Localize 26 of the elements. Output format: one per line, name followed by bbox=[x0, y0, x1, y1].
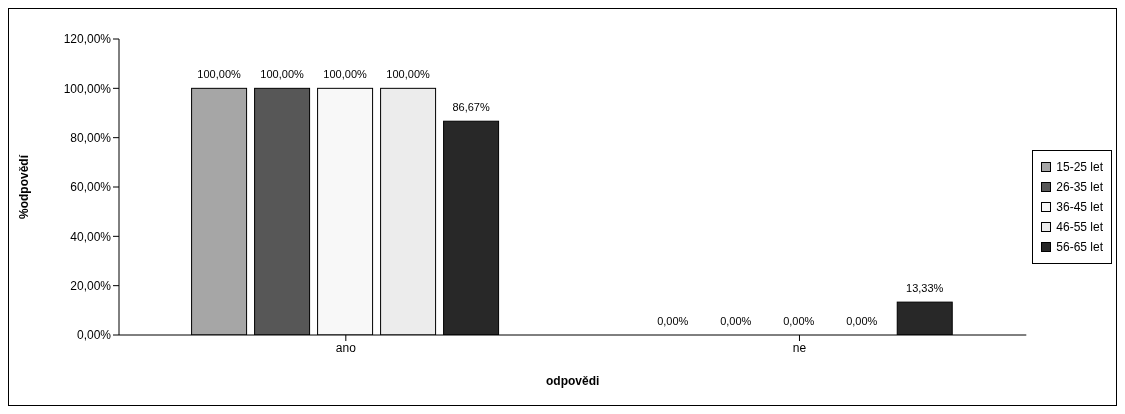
y-axis-title: %odpovědí bbox=[17, 154, 32, 220]
legend-label: 36-45 let bbox=[1056, 199, 1103, 216]
text: 100,00% bbox=[323, 68, 367, 81]
legend-label: 26-35 let bbox=[1056, 179, 1103, 196]
y-tick-label: 80,00% bbox=[70, 130, 112, 145]
text: 0,00% bbox=[657, 315, 689, 327]
text: 0,00% bbox=[783, 315, 815, 327]
x-axis-title: odpovědi bbox=[545, 374, 600, 388]
text: 86,67% bbox=[452, 101, 490, 114]
y-tick-label: 40,00% bbox=[70, 229, 112, 244]
y-tick-label: 60,00% bbox=[70, 180, 112, 195]
y-tick-label: 20,00% bbox=[70, 278, 112, 293]
legend-label: 46-55 let bbox=[1056, 219, 1103, 236]
text: 0,00% bbox=[720, 315, 752, 327]
x-tick-label: ano bbox=[335, 340, 357, 355]
y-tick-label: 0,00% bbox=[76, 328, 112, 343]
text: 13,33% bbox=[906, 282, 944, 295]
text: 100,00% bbox=[260, 68, 304, 81]
y-tick-label: 120,00% bbox=[63, 32, 112, 47]
text: 100,00% bbox=[197, 68, 241, 81]
text: 0,00% bbox=[846, 315, 878, 327]
text: 100,00% bbox=[386, 68, 430, 81]
x-tick-label: ne bbox=[792, 340, 807, 355]
legend-label: 56-65 let bbox=[1056, 239, 1103, 256]
legend-label: 15-25 let bbox=[1056, 159, 1103, 176]
y-tick-label: 100,00% bbox=[63, 81, 112, 96]
